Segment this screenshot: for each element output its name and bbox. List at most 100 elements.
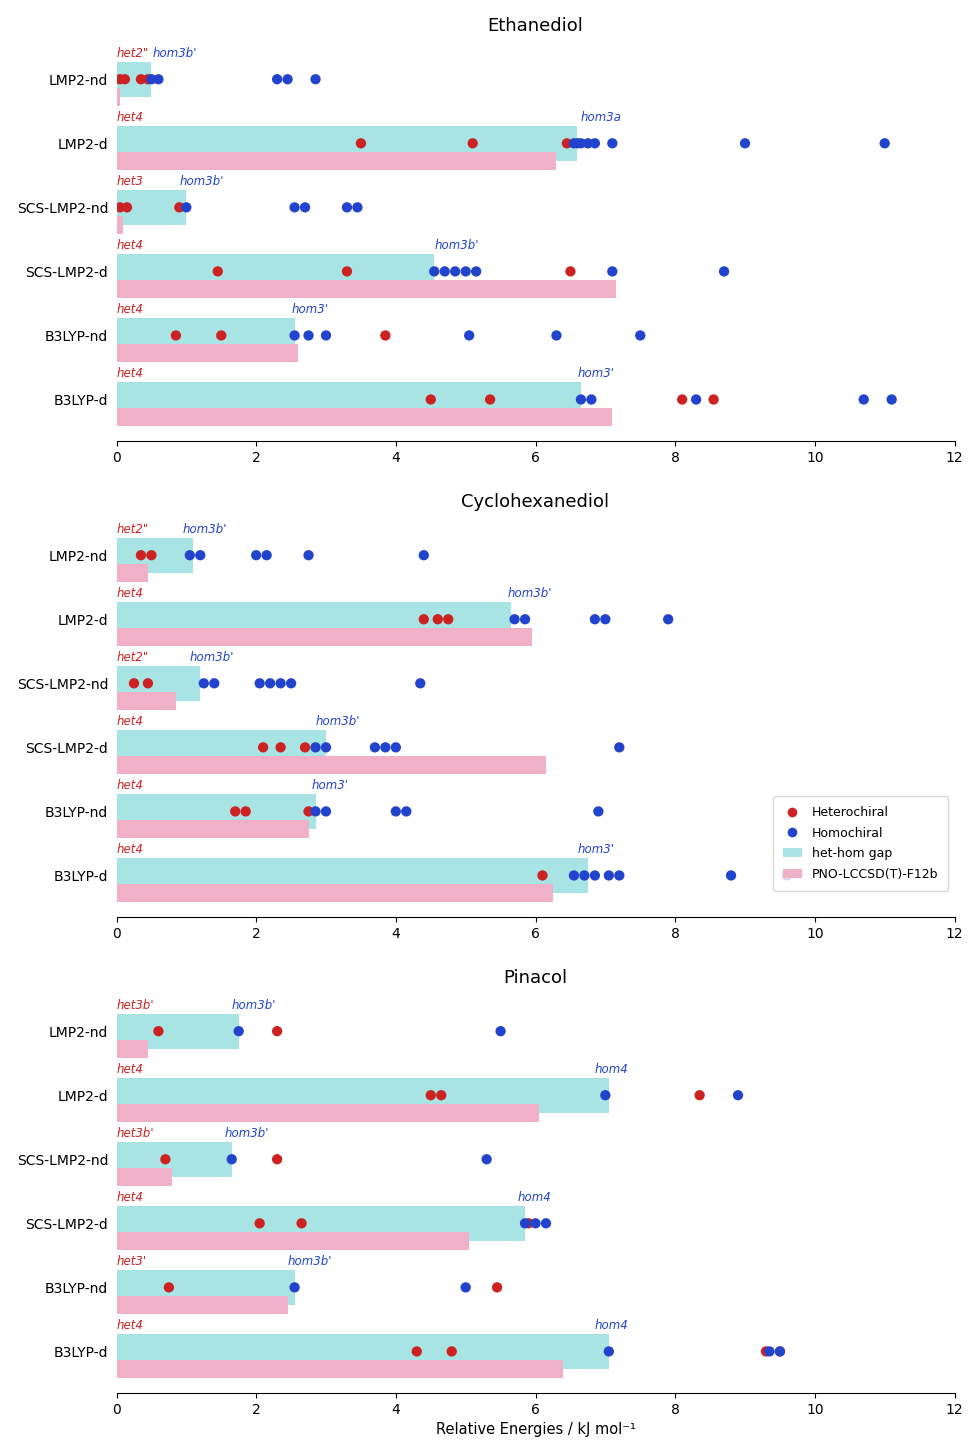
Point bbox=[447, 260, 463, 284]
Point bbox=[706, 388, 721, 411]
Point bbox=[580, 132, 596, 156]
Bar bbox=[117, 628, 532, 646]
Point bbox=[270, 68, 285, 92]
Point bbox=[399, 800, 415, 823]
Point bbox=[576, 864, 592, 887]
Text: het4: het4 bbox=[117, 111, 143, 124]
Text: het4: het4 bbox=[117, 238, 143, 252]
Point bbox=[272, 736, 288, 759]
Text: hom4: hom4 bbox=[518, 1191, 552, 1204]
Point bbox=[210, 260, 225, 284]
Point bbox=[368, 736, 383, 759]
Bar bbox=[117, 858, 588, 893]
Point bbox=[339, 260, 355, 284]
Bar bbox=[117, 564, 148, 582]
Point bbox=[308, 800, 323, 823]
Point bbox=[759, 1339, 774, 1362]
Point bbox=[301, 324, 317, 348]
Text: het3b': het3b' bbox=[117, 1127, 154, 1140]
Bar bbox=[117, 61, 152, 97]
Point bbox=[423, 388, 439, 411]
Bar bbox=[117, 1296, 287, 1314]
Text: het3b': het3b' bbox=[117, 999, 154, 1012]
Bar bbox=[117, 1269, 295, 1306]
Bar bbox=[117, 1013, 239, 1048]
Bar bbox=[117, 730, 326, 765]
X-axis label: Relative Energies / kJ mol⁻¹: Relative Energies / kJ mol⁻¹ bbox=[435, 1422, 635, 1438]
Point bbox=[318, 736, 334, 759]
Bar bbox=[117, 1077, 609, 1112]
Bar bbox=[117, 189, 186, 225]
Point bbox=[507, 608, 522, 631]
Bar bbox=[117, 1232, 469, 1250]
Bar bbox=[117, 820, 309, 838]
Text: het4: het4 bbox=[117, 302, 143, 316]
Bar bbox=[117, 602, 511, 637]
Point bbox=[287, 324, 303, 348]
Point bbox=[318, 800, 334, 823]
Bar bbox=[117, 1141, 231, 1176]
Point bbox=[350, 196, 366, 220]
Point bbox=[433, 1083, 449, 1106]
Point bbox=[161, 1275, 176, 1298]
Text: het4: het4 bbox=[117, 366, 143, 379]
Point bbox=[772, 1339, 788, 1362]
Point bbox=[517, 608, 533, 631]
Text: het4: het4 bbox=[117, 587, 143, 599]
Point bbox=[566, 132, 582, 156]
Point bbox=[612, 864, 627, 887]
Point bbox=[409, 1339, 424, 1362]
Text: hom3b': hom3b' bbox=[508, 587, 552, 599]
Point bbox=[884, 388, 900, 411]
Point bbox=[294, 1211, 310, 1234]
Point bbox=[256, 736, 271, 759]
Point bbox=[598, 1083, 613, 1106]
Legend: Heterochiral, Homochiral, het-hom gap, PNO-LCCSD(T)-F12b: Heterochiral, Homochiral, het-hom gap, P… bbox=[773, 797, 949, 891]
Bar bbox=[117, 125, 577, 161]
Text: het4: het4 bbox=[117, 1191, 143, 1204]
Point bbox=[140, 68, 156, 92]
Bar bbox=[117, 1040, 148, 1057]
Bar bbox=[117, 756, 546, 774]
Text: hom3b': hom3b' bbox=[316, 715, 360, 728]
Point bbox=[117, 68, 132, 92]
Bar bbox=[117, 318, 295, 353]
Point bbox=[272, 672, 288, 695]
Text: hom3a: hom3a bbox=[581, 111, 622, 124]
Point bbox=[538, 1211, 554, 1234]
Point bbox=[158, 1147, 173, 1170]
Point bbox=[133, 544, 149, 567]
Text: hom3': hom3' bbox=[291, 302, 328, 316]
Bar bbox=[117, 884, 553, 901]
Point bbox=[223, 1147, 239, 1170]
Point bbox=[377, 736, 393, 759]
Text: hom3b': hom3b' bbox=[183, 522, 227, 535]
Text: hom3b': hom3b' bbox=[179, 174, 223, 188]
Point bbox=[598, 608, 613, 631]
Text: hom3b': hom3b' bbox=[434, 238, 479, 252]
Point bbox=[444, 1339, 460, 1362]
Point bbox=[583, 388, 599, 411]
Point bbox=[688, 388, 704, 411]
Point bbox=[632, 324, 648, 348]
Point bbox=[339, 196, 355, 220]
Point bbox=[587, 132, 603, 156]
Point bbox=[573, 132, 589, 156]
Point bbox=[252, 1211, 268, 1234]
Point bbox=[413, 672, 428, 695]
Point bbox=[308, 736, 323, 759]
Text: het3': het3' bbox=[117, 1255, 147, 1268]
Point bbox=[465, 132, 480, 156]
Point bbox=[140, 672, 156, 695]
Point bbox=[563, 260, 578, 284]
Point bbox=[214, 324, 229, 348]
Point bbox=[168, 324, 183, 348]
Text: hom3': hom3' bbox=[577, 843, 614, 856]
Bar bbox=[117, 538, 193, 573]
Bar bbox=[117, 794, 316, 829]
Point bbox=[605, 260, 620, 284]
Point bbox=[270, 1147, 285, 1170]
Title: Ethanediol: Ethanediol bbox=[488, 16, 583, 35]
Bar bbox=[117, 1333, 609, 1370]
Point bbox=[520, 1211, 536, 1234]
